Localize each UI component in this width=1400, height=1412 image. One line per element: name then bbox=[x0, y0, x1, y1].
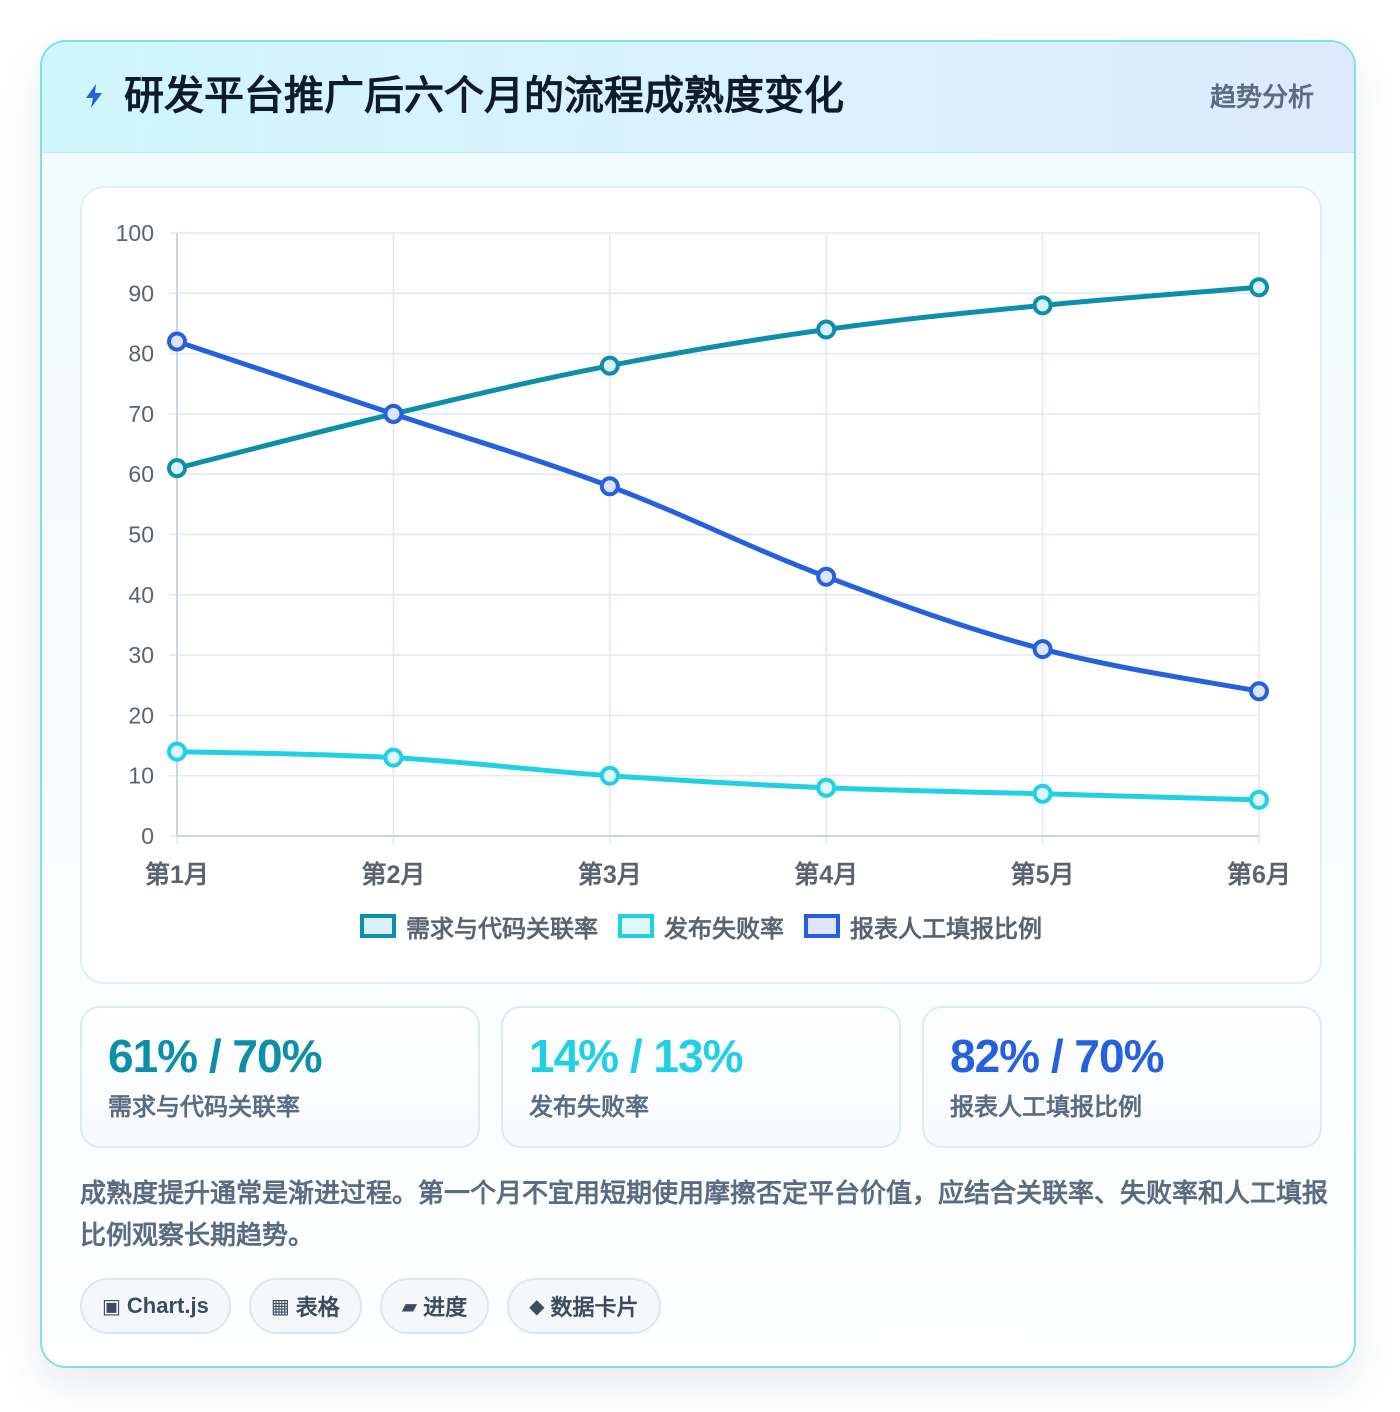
series-point-1 bbox=[816, 319, 837, 340]
series-point-3 bbox=[599, 476, 620, 497]
stat-label: 报表人工填报比例 bbox=[950, 1094, 1142, 1121]
legend-item-2[interactable]: 发布失败率 bbox=[618, 908, 784, 944]
x-tick-label: 第5月 bbox=[1011, 860, 1075, 889]
chart-icon: ▣ bbox=[102, 1295, 121, 1318]
stat-card: 14% / 13% 发布失败率 bbox=[501, 1006, 901, 1148]
series-point-1 bbox=[599, 355, 620, 376]
y-tick-label: 10 bbox=[128, 763, 154, 789]
feature-pills: ▣ Chart.js ▦ 表格 ▰ 进度 ◆ 数据卡片 bbox=[80, 1278, 661, 1334]
series-point-2 bbox=[599, 765, 620, 786]
x-tick-label: 第2月 bbox=[361, 860, 425, 889]
y-tick-label: 100 bbox=[116, 220, 154, 246]
pill-3[interactable]: ▰ 进度 bbox=[379, 1278, 490, 1334]
x-tick-label: 第3月 bbox=[578, 860, 642, 889]
y-tick-label: 70 bbox=[128, 401, 154, 427]
y-tick-label: 80 bbox=[128, 341, 154, 367]
y-tick-label: 30 bbox=[128, 642, 154, 668]
stat-value: 61% / 70% bbox=[108, 1030, 322, 1082]
progress-icon: ▰ bbox=[401, 1295, 418, 1318]
series-point-2 bbox=[816, 777, 837, 798]
series-point-2 bbox=[167, 741, 187, 762]
line-chart: 0 10 20 30 40 50 60 70 80 90 100 第1月 第2月 第3月 第4月 第5月 第6月 bbox=[116, 220, 1291, 889]
pill-1[interactable]: ▣ Chart.js bbox=[80, 1278, 231, 1334]
stat-label: 需求与代码关联率 bbox=[108, 1094, 300, 1121]
series-point-2 bbox=[1249, 789, 1269, 810]
series-point-1 bbox=[1249, 277, 1269, 298]
legend-swatch bbox=[618, 914, 654, 938]
series-point-3 bbox=[383, 403, 404, 424]
series-line-1 bbox=[174, 284, 1262, 471]
analysis-tag: 趋势分析 bbox=[1209, 82, 1314, 112]
pill-label: Chart.js bbox=[126, 1293, 209, 1318]
chart-legend: 需求与代码关联率 发布失败率 报表人工填报比例 bbox=[82, 908, 1320, 944]
stat-value: 82% / 70% bbox=[950, 1030, 1164, 1082]
y-tick-label: 20 bbox=[128, 702, 154, 728]
legend-label: 发布失败率 bbox=[664, 915, 784, 943]
y-tick-label: 0 bbox=[141, 823, 154, 849]
series-line-3 bbox=[174, 339, 1262, 694]
series-point-3 bbox=[1032, 639, 1053, 660]
x-tick-label: 第1月 bbox=[145, 860, 209, 889]
summary-note: 成熟度提升通常是渐进过程。第一个月不宜用短期使用摩擦否定平台价值，应结合关联率、… bbox=[80, 1178, 1329, 1250]
y-tick-label: 90 bbox=[128, 280, 154, 306]
stat-card: 61% / 70% 需求与代码关联率 bbox=[80, 1006, 480, 1148]
series-point-3 bbox=[816, 566, 837, 587]
pill-4[interactable]: ◆ 数据卡片 bbox=[507, 1278, 661, 1334]
card-header: 研发平台推广后六个月的流程成熟度变化 趋势分析 bbox=[42, 42, 1354, 153]
diamond-icon: ◆ bbox=[529, 1295, 545, 1318]
report-card: 研发平台推广后六个月的流程成熟度变化 趋势分析 0 10 20 30 40 50 60 70 8… bbox=[40, 40, 1356, 1368]
legend-label: 报表人工填报比例 bbox=[850, 915, 1042, 943]
pill-label: 表格 bbox=[295, 1295, 340, 1320]
series-point-2 bbox=[1032, 783, 1053, 804]
pill-label: 进度 bbox=[423, 1295, 468, 1320]
legend-swatch bbox=[804, 914, 840, 938]
series-line-2 bbox=[174, 749, 1262, 803]
pill-label: 数据卡片 bbox=[550, 1295, 639, 1320]
y-tick-label: 60 bbox=[128, 461, 154, 487]
x-tick-label: 第6月 bbox=[1227, 860, 1291, 889]
legend-item-1[interactable]: 需求与代码关联率 bbox=[360, 908, 598, 944]
y-tick-label: 50 bbox=[128, 522, 154, 548]
series-point-3 bbox=[1249, 681, 1269, 702]
lightning-icon bbox=[86, 84, 102, 108]
legend-item-3[interactable]: 报表人工填报比例 bbox=[804, 908, 1042, 944]
y-tick-label: 40 bbox=[128, 582, 154, 608]
series-point-1 bbox=[167, 458, 187, 479]
series-point-3 bbox=[167, 331, 187, 352]
series-point-2 bbox=[383, 747, 404, 768]
series-point-1 bbox=[1032, 295, 1053, 316]
stat-label: 发布失败率 bbox=[529, 1094, 649, 1121]
stat-cards: 61% / 70% 需求与代码关联率 14% / 13% 发布失败率 82% / 70%… bbox=[80, 1006, 1322, 1148]
chart-panel: 0 10 20 30 40 50 60 70 80 90 100 第1月 第2月 第3月 第4月 第5月 第6月… bbox=[80, 186, 1322, 984]
legend-swatch bbox=[360, 914, 396, 938]
stat-value: 14% / 13% bbox=[529, 1030, 743, 1082]
page-title: 研发平台推广后六个月的流程成熟度变化 bbox=[124, 74, 844, 118]
pill-2[interactable]: ▦ 表格 bbox=[248, 1278, 362, 1334]
stat-card: 82% / 70% 报表人工填报比例 bbox=[922, 1006, 1322, 1148]
table-icon: ▦ bbox=[270, 1295, 290, 1318]
legend-label: 需求与代码关联率 bbox=[406, 915, 598, 943]
x-tick-label: 第4月 bbox=[794, 860, 858, 889]
